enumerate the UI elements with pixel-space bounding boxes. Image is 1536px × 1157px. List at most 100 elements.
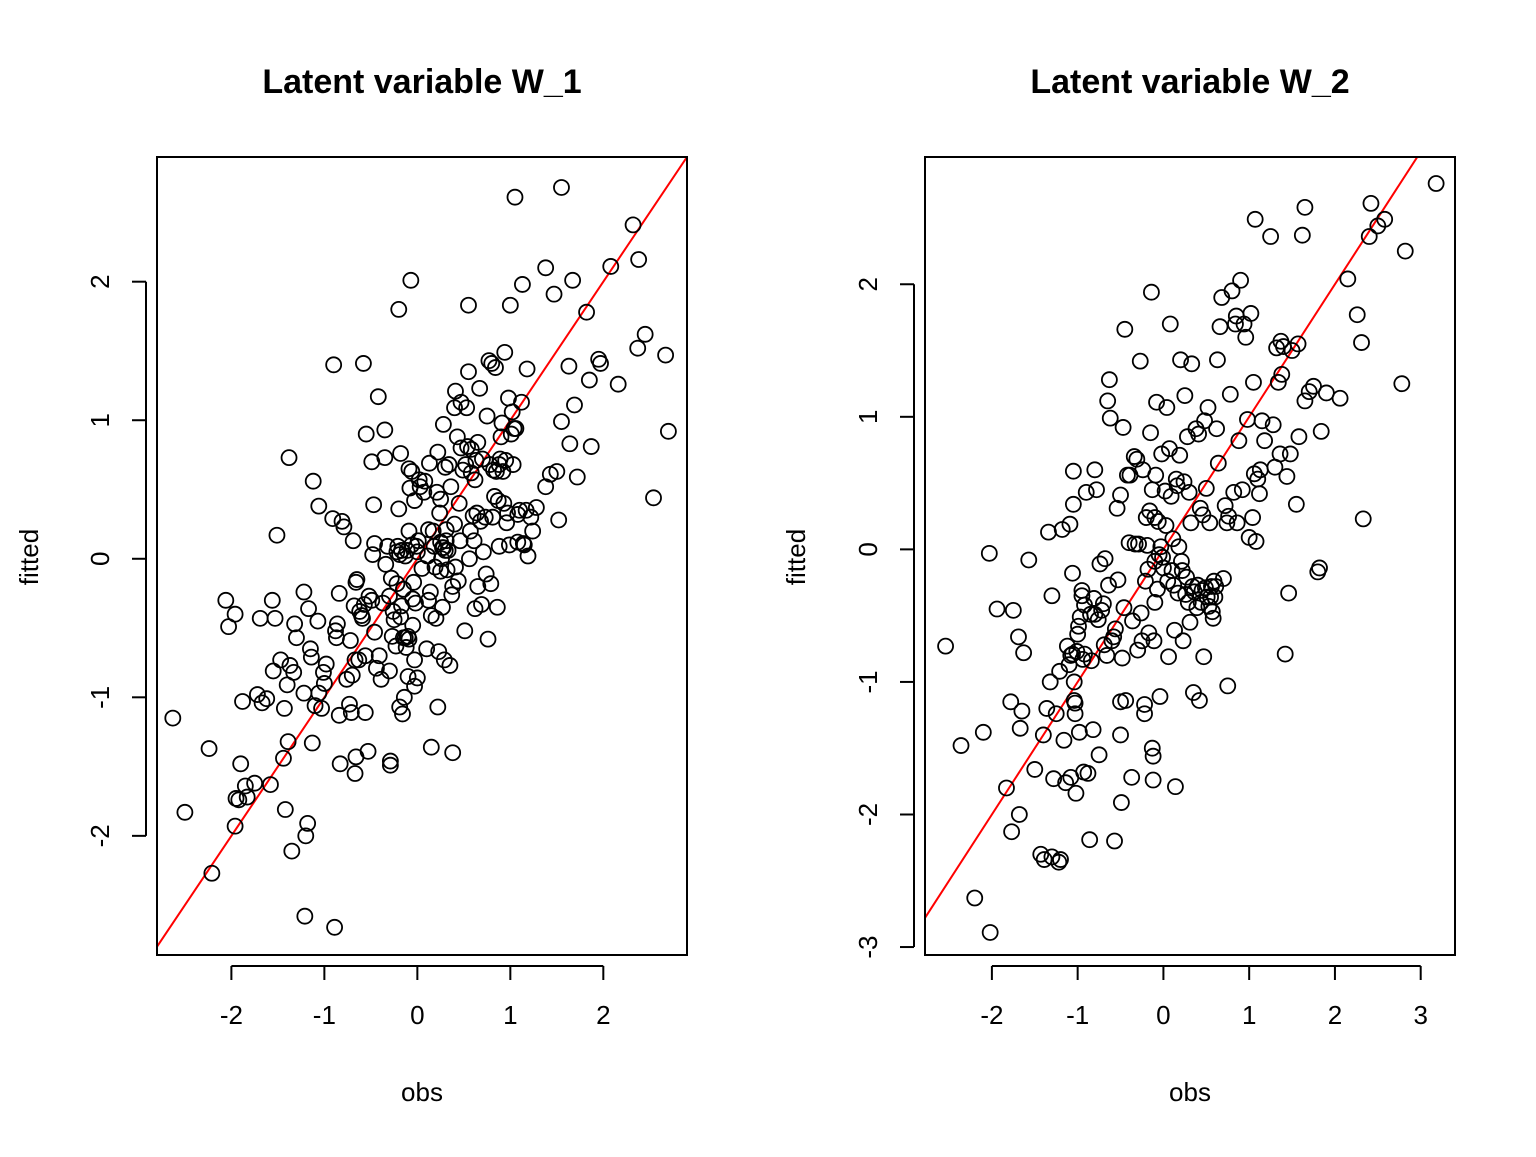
data-point <box>443 586 461 604</box>
data-point <box>1066 694 1084 712</box>
data-point <box>1183 355 1201 373</box>
y-tick-label: 1 <box>85 413 115 427</box>
data-point <box>395 688 413 706</box>
data-point <box>469 433 487 451</box>
data-point <box>1172 351 1189 369</box>
data-point <box>390 300 408 318</box>
data-point <box>1209 454 1227 472</box>
data-point <box>1116 320 1134 338</box>
data-point <box>1189 576 1207 594</box>
data-point <box>1142 424 1159 442</box>
data-point <box>592 355 609 372</box>
data-point <box>447 558 464 576</box>
data-point <box>1143 739 1161 757</box>
data-point <box>624 216 642 234</box>
data-point <box>1109 571 1127 589</box>
data-point <box>1152 538 1170 556</box>
data-point <box>513 393 530 411</box>
data-point <box>328 615 346 633</box>
data-point <box>348 571 366 588</box>
data-point <box>1011 719 1029 737</box>
data-point <box>1296 392 1314 410</box>
x-axis-w2: -2 -1 0 1 2 3 <box>980 965 1428 1030</box>
data-point <box>1085 590 1103 607</box>
data-point <box>1305 377 1322 395</box>
data-point <box>483 355 501 372</box>
data-point <box>1124 612 1141 630</box>
data-point <box>1176 387 1194 405</box>
data-point <box>1020 551 1038 569</box>
data-point <box>456 622 474 640</box>
data-point <box>406 492 423 509</box>
data-point <box>1161 315 1179 333</box>
data-point <box>1242 305 1260 322</box>
data-point <box>331 755 349 773</box>
data-point <box>450 494 468 512</box>
data-point <box>1034 726 1052 744</box>
data-point <box>1093 601 1111 619</box>
data-point <box>1245 373 1262 391</box>
data-point <box>657 346 675 364</box>
data-point <box>471 379 489 397</box>
data-point <box>258 690 276 708</box>
data-point <box>1178 568 1195 586</box>
data-point <box>1273 365 1291 383</box>
data-point <box>324 510 342 527</box>
data-point <box>487 359 504 376</box>
y-axis-w2: -3 -2 -1 0 1 2 <box>853 277 915 959</box>
data-point <box>1154 548 1171 566</box>
data-point <box>1010 806 1028 823</box>
plot-frame-w2 <box>924 156 1456 956</box>
data-point <box>264 662 282 680</box>
data-point <box>980 544 998 562</box>
data-point <box>1175 473 1193 491</box>
data-point <box>457 456 475 473</box>
data-point <box>1262 228 1280 245</box>
data-point <box>1215 570 1232 587</box>
data-point <box>1145 632 1163 650</box>
panel-w1: Latent variable W_1 obs fitted -2 -1 0 1 2-2… <box>14 63 688 1107</box>
data-point <box>326 918 343 936</box>
data-point <box>495 494 513 512</box>
data-point <box>1169 584 1187 602</box>
y-axis-w1: -2 -1 0 1 2 <box>85 274 147 847</box>
data-point <box>415 483 433 501</box>
data-point <box>966 889 984 907</box>
data-point <box>477 565 495 583</box>
data-point <box>395 580 412 598</box>
data-point <box>1144 747 1162 765</box>
points-w1 <box>164 179 677 936</box>
data-point <box>416 472 434 490</box>
data-point <box>490 537 508 555</box>
data-point <box>1010 628 1027 646</box>
data-point <box>407 594 424 612</box>
data-point <box>519 547 537 565</box>
data-point <box>1045 770 1063 788</box>
data-point <box>404 590 422 608</box>
data-point <box>527 499 545 516</box>
data-point <box>1362 194 1380 212</box>
data-point <box>1179 428 1196 446</box>
data-point <box>1114 419 1132 436</box>
data-point <box>1038 700 1056 717</box>
data-point <box>1149 580 1166 598</box>
data-point <box>434 415 452 433</box>
data-point <box>524 522 542 540</box>
data-point <box>660 422 677 440</box>
x-axis-label-w2: obs <box>1169 1077 1211 1107</box>
data-point <box>1003 823 1021 841</box>
data-point <box>515 536 533 554</box>
data-point <box>476 508 494 526</box>
data-point <box>288 629 305 647</box>
data-point <box>1249 470 1267 488</box>
data-point <box>315 675 333 692</box>
data-point <box>377 555 395 573</box>
data-point <box>1427 175 1445 192</box>
x-tick-label: 0 <box>1156 1000 1170 1030</box>
data-point <box>537 259 555 277</box>
data-point <box>1132 604 1150 622</box>
data-point <box>315 663 332 681</box>
data-point <box>1086 461 1104 479</box>
data-point <box>1064 462 1082 480</box>
data-point <box>394 705 411 723</box>
